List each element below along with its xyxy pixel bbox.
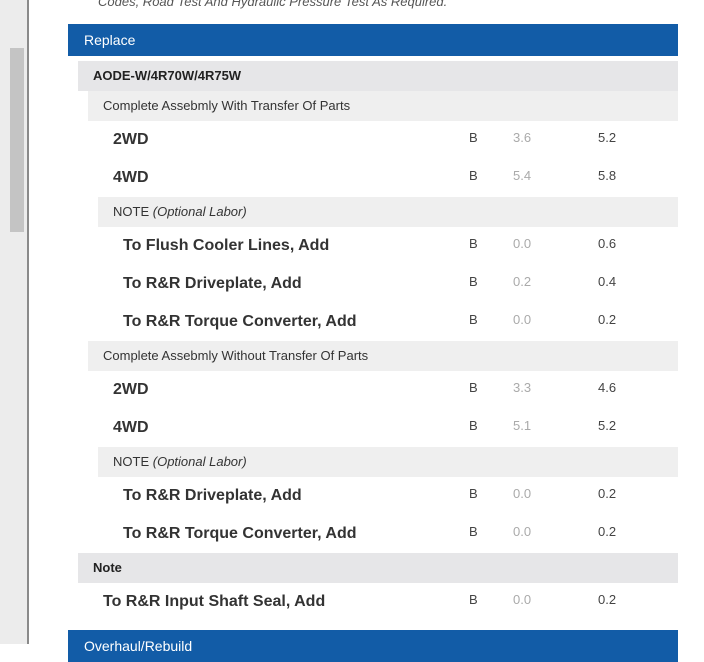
row-warranty-time: 0.2 [598,524,617,539]
row-warranty-time: 5.2 [598,130,617,145]
left-panel [0,0,29,644]
scrollbar-thumb[interactable] [10,48,24,232]
row-code: B [469,236,478,251]
row-label: To R&R Torque Converter, Add [123,313,357,330]
row-label: 4WD [113,419,149,436]
row-warranty-time: 0.6 [598,236,617,251]
row-warranty-time: 0.2 [598,592,617,607]
group-header: AODE-W/4R70W/4R75W [78,61,678,91]
labor-table: Replace AODE-W/4R70W/4R75W Complete Asse… [68,24,678,662]
table-row[interactable]: To R&R Torque Converter, Add B 0.0 0.2 [68,303,678,341]
subgroup-header: Complete Assebmly With Transfer Of Parts [88,91,678,121]
row-tech-time: 0.2 [513,274,532,289]
row-tech-time: 0.0 [513,592,532,607]
table-row[interactable]: To R&R Driveplate, Add B 0.0 0.2 [68,477,678,515]
table-row[interactable]: 2WD B 3.3 4.6 [68,371,678,409]
note-group-header: Note [78,553,678,583]
row-label: 2WD [113,381,149,398]
section-header-replace[interactable]: Replace [68,24,678,56]
row-tech-time: 0.0 [513,236,532,251]
row-label: To R&R Torque Converter, Add [123,525,357,542]
row-label: To Flush Cooler Lines, Add [123,237,330,254]
row-tech-time: 3.3 [513,380,532,395]
note-label: NOTE [113,454,150,469]
table-row[interactable]: To R&R Input Shaft Seal, Add B 0.0 0.2 [68,583,678,621]
row-label: 4WD [113,169,149,186]
table-row[interactable]: 2WD B 3.6 5.2 [68,121,678,159]
row-code: B [469,524,478,539]
note-subtitle: (Optional Labor) [152,454,247,469]
row-tech-time: 0.0 [513,312,532,327]
row-code: B [469,168,478,183]
row-warranty-time: 0.2 [598,312,617,327]
table-row[interactable]: To Flush Cooler Lines, Add B 0.0 0.6 [68,227,678,265]
row-tech-time: 0.0 [513,486,532,501]
table-row[interactable]: To R&R Driveplate, Add B 0.2 0.4 [68,265,678,303]
row-code: B [469,418,478,433]
note-header: NOTE (Optional Labor) [98,447,678,477]
table-row[interactable]: To R&R Torque Converter, Add B 0.0 0.2 [68,515,678,553]
row-tech-time: 0.0 [513,524,532,539]
intro-text: Codes, Road Test And Hydraulic Pressure … [98,0,448,9]
row-warranty-time: 5.2 [598,418,617,433]
row-code: B [469,486,478,501]
row-label: To R&R Driveplate, Add [123,487,302,504]
note-label: NOTE [113,204,150,219]
row-tech-time: 3.6 [513,130,532,145]
table-row[interactable]: 4WD B 5.4 5.8 [68,159,678,197]
section-header-overhaul[interactable]: Overhaul/Rebuild [68,630,678,662]
row-warranty-time: 4.6 [598,380,617,395]
subgroup-header: Complete Assebmly Without Transfer Of Pa… [88,341,678,371]
row-warranty-time: 0.2 [598,486,617,501]
row-tech-time: 5.1 [513,418,532,433]
row-label: 2WD [113,131,149,148]
note-subtitle: (Optional Labor) [152,204,247,219]
row-tech-time: 5.4 [513,168,532,183]
row-code: B [469,130,478,145]
row-code: B [469,312,478,327]
row-label: To R&R Driveplate, Add [123,275,302,292]
row-warranty-time: 0.4 [598,274,617,289]
row-code: B [469,592,478,607]
row-code: B [469,274,478,289]
table-row[interactable]: 4WD B 5.1 5.2 [68,409,678,447]
row-label: To R&R Input Shaft Seal, Add [103,593,326,610]
row-warranty-time: 5.8 [598,168,617,183]
row-code: B [469,380,478,395]
note-header: NOTE (Optional Labor) [98,197,678,227]
